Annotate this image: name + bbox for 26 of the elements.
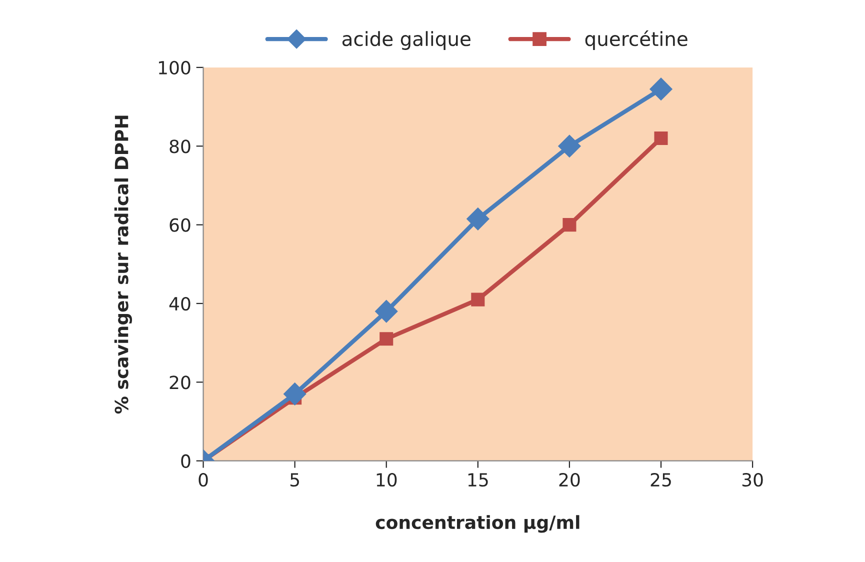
point xyxy=(558,134,581,158)
point xyxy=(380,332,394,346)
x-tick-label: 30 xyxy=(742,472,763,487)
point xyxy=(650,78,672,100)
legend-label: acide galique xyxy=(342,31,470,50)
x-tick-label: 10 xyxy=(376,472,397,487)
x-tick-label: 25 xyxy=(650,472,671,487)
x-tick-label: 0 xyxy=(198,472,208,487)
y-tick-label: 20 xyxy=(170,376,190,390)
x-tick-label: 5 xyxy=(290,473,299,487)
y-axis-title: % scavinger sur radical DPPH xyxy=(114,116,132,414)
x-axis-title: concentration µg/ml xyxy=(376,515,580,533)
x-tick-label: 20 xyxy=(559,472,580,487)
point xyxy=(471,292,485,306)
point xyxy=(466,208,490,230)
y-tick-label: 40 xyxy=(169,296,190,311)
point xyxy=(375,300,398,323)
y-tick-label: 0 xyxy=(181,454,190,468)
y-tick-label: 80 xyxy=(170,140,190,154)
point xyxy=(654,131,668,146)
point xyxy=(284,382,306,406)
y-tick-label: 100 xyxy=(158,60,190,75)
point xyxy=(562,218,576,232)
y-tick-label: 60 xyxy=(170,218,190,232)
x-tick-label: 15 xyxy=(468,473,488,487)
legend-label: quercétine xyxy=(585,30,688,50)
